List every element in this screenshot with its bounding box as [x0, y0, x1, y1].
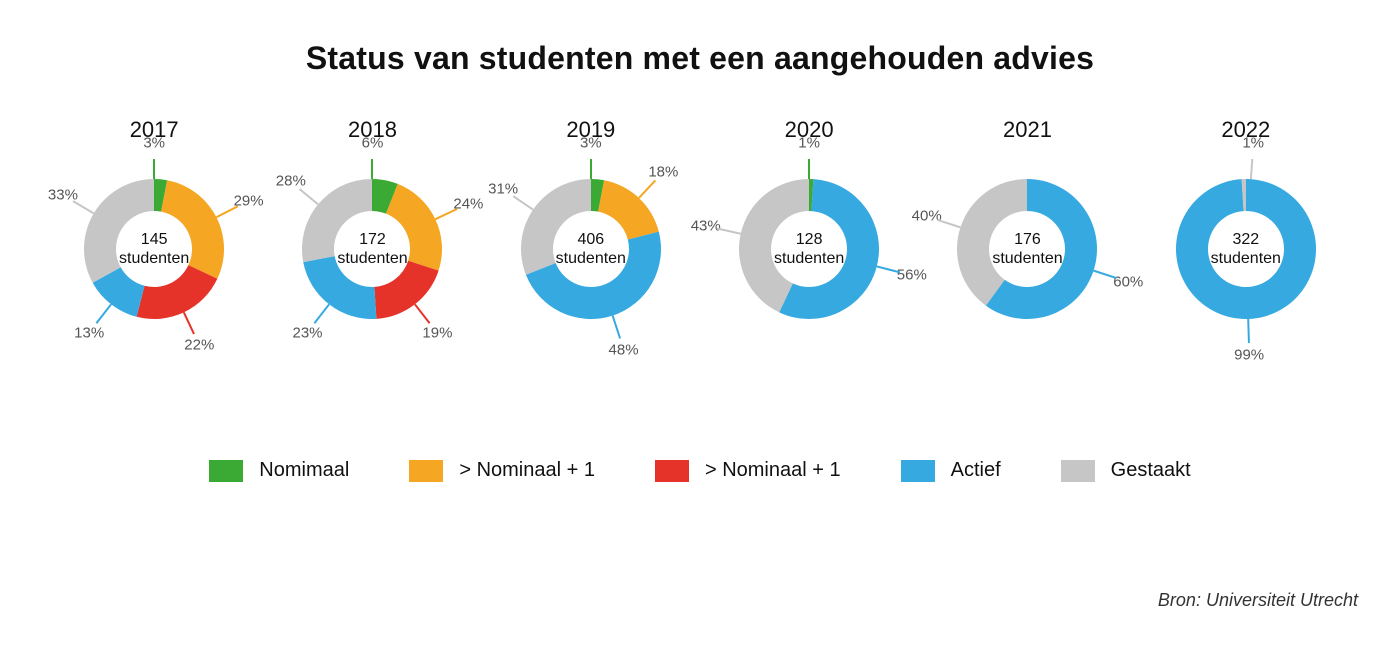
donut-slice [375, 261, 439, 319]
donut-chart: 202299%1%322studenten [1142, 117, 1350, 439]
slice-label: 1% [1242, 135, 1264, 152]
legend-label: > Nominaal + 1 [705, 459, 841, 482]
legend-label: > Nominaal + 1 [459, 459, 595, 482]
legend-item: Gestaakt [1061, 459, 1191, 482]
center-label: 172studenten [337, 230, 407, 268]
center-label: 176studenten [992, 230, 1062, 268]
legend-label: Actief [951, 459, 1001, 482]
year-label: 2021 [1003, 117, 1052, 143]
donut-svg [927, 159, 1127, 439]
leader-line [877, 266, 900, 272]
leader-line [612, 316, 619, 339]
donut-holder: 1%56%43%128studenten [709, 159, 909, 439]
leader-line [513, 196, 533, 209]
donut-chart: 20201%56%43%128studenten [705, 117, 913, 439]
leader-line [1251, 159, 1253, 179]
center-label: 128studenten [774, 230, 844, 268]
slice-label: 1% [798, 135, 820, 152]
legend: Nomimaal > Nominaal + 1 > Nominaal + 1 Acti… [40, 459, 1360, 482]
donut-svg [1146, 159, 1346, 439]
donut-svg [491, 159, 691, 439]
legend-item: Actief [901, 459, 1001, 482]
legend-item: > Nominaal + 1 [409, 459, 595, 482]
donut-svg [272, 159, 472, 439]
leader-line [717, 228, 740, 233]
chart-title: Status van studenten met een aangehouden… [40, 40, 1360, 77]
legend-item: Nomimaal [209, 459, 349, 482]
legend-swatch [1061, 460, 1095, 482]
center-label: 145studenten [119, 230, 189, 268]
source-text: Bron: Universiteit Utrecht [1158, 590, 1358, 611]
leader-line [217, 206, 238, 217]
legend-label: Gestaakt [1111, 459, 1191, 482]
donut-svg [54, 159, 254, 439]
leader-line [1248, 319, 1249, 343]
donut-slice [137, 265, 218, 319]
leader-line [300, 189, 318, 204]
donut-holder: 6%24%19%23%28%172studenten [272, 159, 472, 439]
legend-swatch [209, 460, 243, 482]
leader-line [184, 312, 194, 334]
leader-line [1094, 271, 1117, 278]
donut-chart: 20186%24%19%23%28%172studenten [268, 117, 476, 439]
leader-line [73, 201, 94, 213]
center-label: 322studenten [1211, 230, 1281, 268]
leader-line [415, 304, 430, 323]
legend-swatch [655, 460, 689, 482]
donut-row: 20173%29%22%13%33%145studenten20186%24%1… [40, 117, 1360, 439]
legend-swatch [409, 460, 443, 482]
chart-container: Status van studenten met een aangehouden… [0, 0, 1400, 659]
slice-label: 3% [143, 135, 165, 152]
donut-holder: 99%1%322studenten [1146, 159, 1346, 439]
donut-chart: 2021 60%40%176studenten [923, 117, 1131, 439]
donut-holder: 60%40%176studenten [927, 159, 1127, 439]
legend-item: > Nominaal + 1 [655, 459, 841, 482]
slice-label: 3% [580, 135, 602, 152]
donut-svg [709, 159, 909, 439]
leader-line [97, 304, 112, 323]
leader-line [639, 180, 655, 197]
donut-holder: 3%29%22%13%33%145studenten [54, 159, 254, 439]
donut-holder: 3%18%48%31%406studenten [491, 159, 691, 439]
donut-chart: 20173%29%22%13%33%145studenten [50, 117, 258, 439]
leader-line [436, 209, 458, 219]
center-label: 406studenten [556, 230, 626, 268]
legend-label: Nomimaal [259, 459, 349, 482]
donut-chart: 20193%18%48%31%406studenten [487, 117, 695, 439]
legend-swatch [901, 460, 935, 482]
slice-label: 6% [362, 135, 384, 152]
leader-line [938, 220, 961, 227]
leader-line [315, 304, 330, 323]
